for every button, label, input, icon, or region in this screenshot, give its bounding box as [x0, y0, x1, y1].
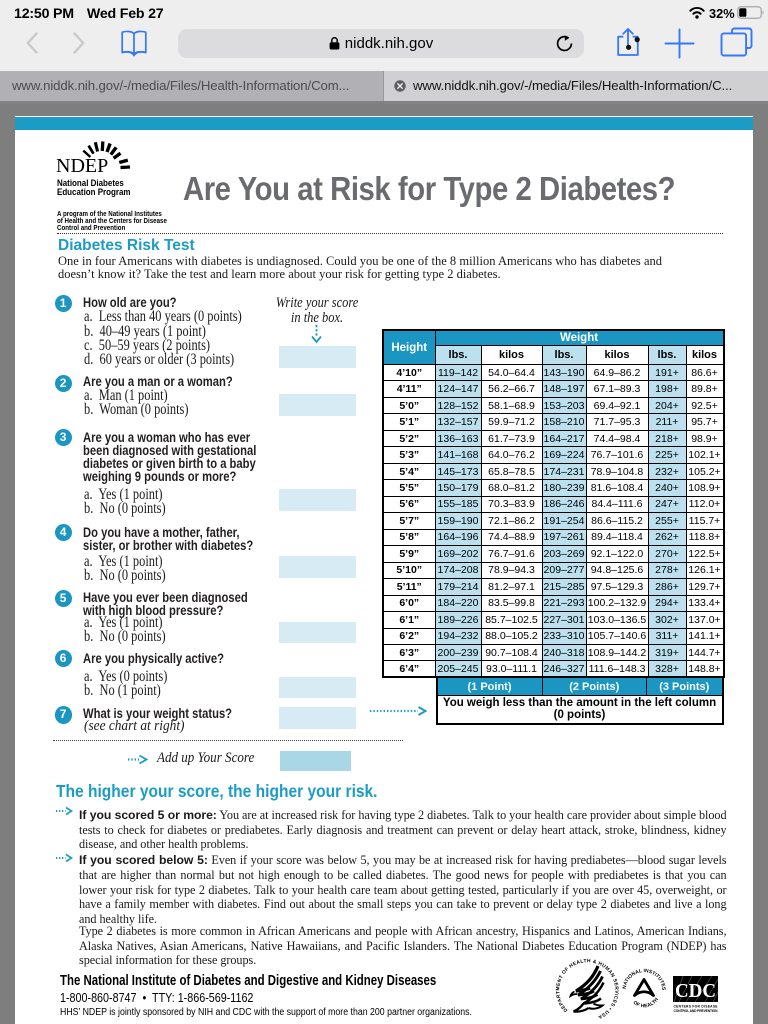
svg-text:CENTERS FOR DISEASE: CENTERS FOR DISEASE [673, 1005, 718, 1009]
svg-text:OF HEALTH: OF HEALTH [632, 996, 660, 1009]
svg-text:CONTROL AND PREVENTION: CONTROL AND PREVENTION [673, 1009, 718, 1013]
svg-text:CDC: CDC [675, 980, 716, 1002]
